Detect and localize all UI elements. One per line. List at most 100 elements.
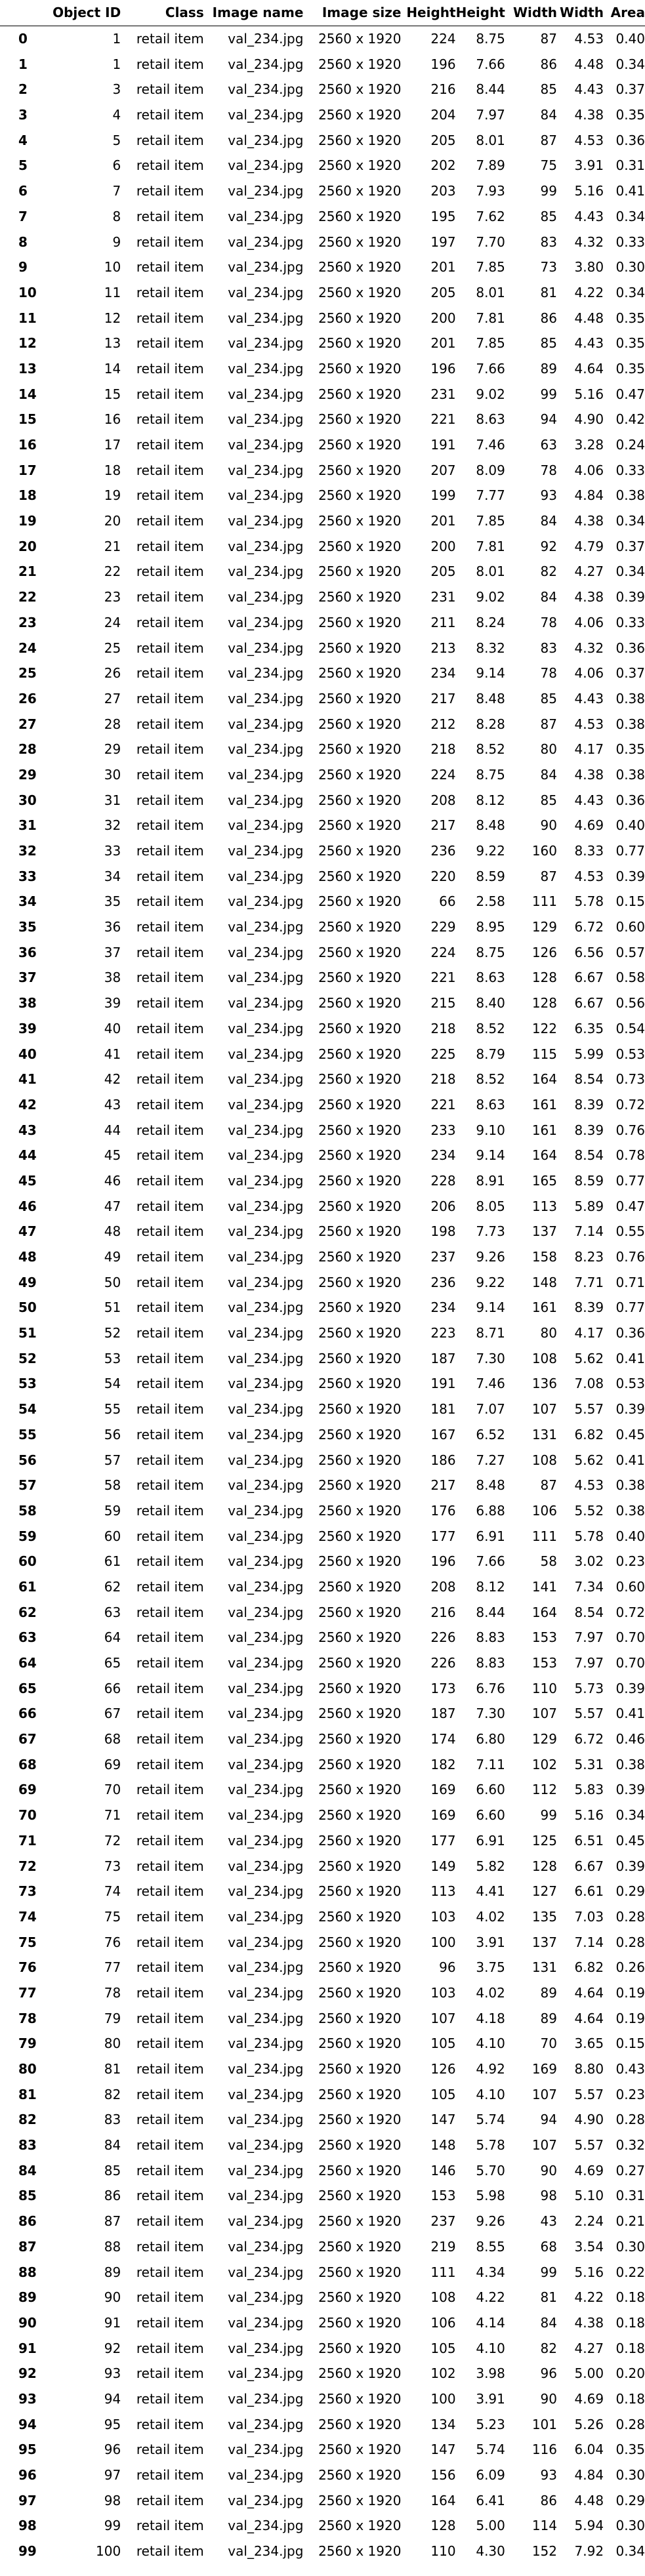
row-index: 8: [18, 234, 28, 250]
cell-height-pct: 8.01: [476, 132, 505, 148]
cell-height-px: 226: [430, 1655, 456, 1671]
cell-class: retail item: [136, 1604, 204, 1620]
cell-width-px: 89: [540, 2010, 557, 2026]
cell-class: retail item: [136, 538, 204, 554]
cell-image-name: val_234.jpg: [228, 2137, 304, 2154]
cell-image-size: 2560 x 1920: [318, 2492, 402, 2508]
cell-area: 0.70: [615, 1629, 645, 1646]
cell-width-pct: 4.43: [574, 690, 604, 706]
cell-height-px: 196: [430, 1553, 456, 1570]
cell-width-pct: 5.57: [574, 1706, 604, 1722]
cell-area: 0.28: [615, 1908, 645, 1925]
cell-height-pct: 8.75: [476, 31, 505, 47]
cell-width-pct: 4.64: [574, 360, 604, 377]
cell-width-px: 111: [531, 893, 557, 910]
row-index: 55: [18, 1426, 37, 1442]
cell-width-px: 99: [540, 1807, 557, 1824]
cell-class: retail item: [136, 411, 204, 428]
cell-width-px: 128: [531, 1858, 557, 1874]
cell-object-id: 88: [104, 2238, 121, 2255]
table-row: 63 64 retail item val_234.jpg 2560 x 1920 226…: [0, 1625, 645, 1650]
cell-width-px: 96: [540, 2365, 557, 2382]
cell-image-size: 2560 x 1920: [318, 640, 402, 656]
cell-object-id: 93: [104, 2365, 121, 2382]
cell-area: 0.76: [615, 1122, 645, 1138]
row-index: 51: [18, 1325, 37, 1341]
cell-height-pct: 8.09: [476, 462, 505, 478]
cell-object-id: 60: [104, 1528, 121, 1544]
cell-height-pct: 8.40: [476, 995, 505, 1012]
cell-class: retail item: [136, 132, 204, 148]
cell-class: retail item: [136, 2238, 204, 2255]
cell-class: retail item: [136, 817, 204, 834]
cell-width-pct: 4.27: [574, 2340, 604, 2356]
cell-image-size: 2560 x 1920: [318, 2137, 402, 2154]
cell-height-pct: 4.18: [476, 2010, 505, 2026]
cell-width-px: 82: [540, 563, 557, 580]
cell-image-name: val_234.jpg: [228, 1325, 304, 1341]
cell-height-px: 217: [430, 1477, 456, 1494]
cell-height-px: 100: [430, 2390, 456, 2407]
table-row: 85 86 retail item val_234.jpg 2560 x 1920 153…: [0, 2183, 645, 2209]
cell-class: retail item: [136, 1426, 204, 1442]
cell-width-pct: 6.67: [574, 1858, 604, 1874]
cell-width-pct: 8.39: [574, 1096, 604, 1113]
cell-width-px: 126: [531, 944, 557, 960]
cell-area: 0.34: [615, 513, 645, 529]
row-index: 59: [18, 1528, 37, 1544]
cell-width-pct: 6.56: [574, 944, 604, 960]
cell-class: retail item: [136, 462, 204, 478]
cell-height-px: 219: [430, 2238, 456, 2255]
cell-class: retail item: [136, 640, 204, 656]
cell-area: 0.15: [615, 2035, 645, 2052]
cell-image-name: val_234.jpg: [228, 2264, 304, 2280]
cell-height-px: 231: [430, 589, 456, 605]
cell-height-px: 100: [430, 1934, 456, 1950]
cell-object-id: 6: [112, 157, 121, 174]
cell-width-pct: 5.57: [574, 2086, 604, 2102]
cell-area: 0.38: [615, 690, 645, 706]
cell-height-pct: 7.30: [476, 1350, 505, 1366]
cell-image-name: val_234.jpg: [228, 310, 304, 326]
cell-image-name: val_234.jpg: [228, 2340, 304, 2356]
cell-image-size: 2560 x 1920: [318, 1274, 402, 1290]
cell-height-pct: 9.14: [476, 1147, 505, 1164]
cell-image-name: val_234.jpg: [228, 1959, 304, 1976]
table-row: 0 1 retail item val_234.jpg 2560 x 1920 224 8.…: [0, 26, 645, 51]
cell-image-size: 2560 x 1920: [318, 2162, 402, 2178]
row-index: 18: [18, 487, 37, 504]
cell-object-id: 50: [104, 1274, 121, 1290]
cell-image-size: 2560 x 1920: [318, 1502, 402, 1519]
cell-object-id: 59: [104, 1502, 121, 1519]
cell-area: 0.46: [615, 1731, 645, 1748]
table-row: 6 7 retail item val_234.jpg 2560 x 1920 203 7.…: [0, 178, 645, 204]
table-row: 70 71 retail item val_234.jpg 2560 x 1920 169…: [0, 1803, 645, 1828]
cell-class: retail item: [136, 234, 204, 250]
column-header-area: Area: [604, 0, 645, 26]
cell-area: 0.53: [615, 1046, 645, 1062]
row-index: 95: [18, 2442, 37, 2458]
cell-height-pct: 7.70: [476, 234, 505, 250]
cell-width-pct: 5.31: [574, 1756, 604, 1772]
cell-class: retail item: [136, 741, 204, 758]
cell-class: retail item: [136, 2365, 204, 2382]
cell-area: 0.38: [615, 1502, 645, 1519]
cell-width-px: 141: [531, 1578, 557, 1595]
cell-width-pct: 7.14: [574, 1934, 604, 1950]
table-row: 35 36 retail item val_234.jpg 2560 x 1920 229…: [0, 914, 645, 940]
cell-width-px: 161: [531, 1096, 557, 1113]
cell-area: 0.36: [615, 1325, 645, 1341]
row-index: 84: [18, 2162, 37, 2178]
cell-class: retail item: [136, 2442, 204, 2458]
cell-image-name: val_234.jpg: [228, 1984, 304, 2001]
cell-height-px: 187: [430, 1706, 456, 1722]
row-index: 60: [18, 1553, 37, 1570]
cell-object-id: 34: [104, 868, 121, 884]
cell-width-px: 89: [540, 1984, 557, 2001]
row-index: 81: [18, 2086, 37, 2102]
cell-height-pct: 8.01: [476, 284, 505, 300]
row-index: 7: [18, 208, 28, 224]
row-index: 20: [18, 538, 37, 554]
cell-width-pct: 8.80: [574, 2061, 604, 2077]
cell-image-size: 2560 x 1920: [318, 259, 402, 276]
